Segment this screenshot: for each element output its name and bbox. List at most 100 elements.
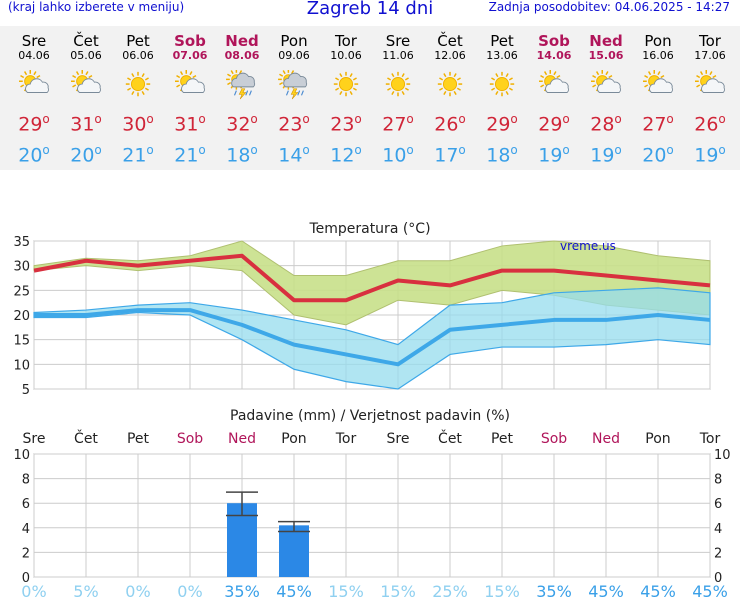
temp-y-tick: 30 — [13, 260, 30, 275]
day-date: 08.06 — [224, 49, 260, 62]
min-temp: 20o — [70, 143, 102, 167]
day-date: 11.06 — [382, 49, 414, 62]
page-title: Zagreb 14 dni — [306, 0, 434, 19]
day-name: Pon — [644, 32, 672, 50]
max-temp: 31o — [70, 112, 102, 136]
sun-cloud-icon — [695, 70, 725, 93]
precip-y-tick-left: 4 — [22, 522, 30, 537]
day-date: 05.06 — [70, 49, 102, 62]
day-column: Pet 06.06 30o 21o — [112, 26, 164, 167]
max-temp: 29o — [18, 112, 50, 136]
max-temp: 29o — [486, 112, 518, 136]
sun-cloud-icon — [643, 70, 673, 93]
sun-cloud-icon — [71, 70, 101, 93]
precip-x-tick: Tor — [699, 431, 721, 447]
precip-chart-title: Padavine (mm) / Verjetnost padavin (%) — [230, 408, 510, 424]
precip-x-tick: Sob — [541, 431, 567, 447]
max-temp: 28o — [590, 112, 622, 136]
daily-forecast-strip: Sre 04.06 29o 20o Čet 05.06 31o 20o Pet 06.06 30… — [0, 26, 740, 170]
temp-y-tick: 10 — [13, 358, 30, 373]
sun-icon — [125, 71, 151, 97]
sun-cloud-icon — [19, 70, 49, 93]
max-temp: 32o — [226, 112, 258, 136]
min-temp: 21o — [122, 143, 154, 167]
min-temp-line — [34, 308, 711, 367]
min-temp: 19o — [590, 143, 622, 167]
precip-x-tick: Čet — [438, 429, 462, 447]
precip-y-tick-right: 2 — [714, 546, 722, 561]
min-temp: 20o — [18, 143, 50, 167]
precip-probability: 45% — [588, 582, 624, 600]
min-temp: 10o — [382, 143, 414, 167]
precip-probability: 45% — [640, 582, 676, 600]
precip-x-tick: Ned — [592, 431, 620, 447]
precip-y-tick-right: 0 — [714, 571, 722, 586]
sun-icon — [437, 71, 463, 97]
precip-y-tick-right: 8 — [714, 473, 722, 488]
precip-plot-area — [33, 453, 711, 578]
precip-y-tick-left: 2 — [22, 546, 30, 561]
day-date: 06.06 — [122, 49, 154, 62]
precip-x-tick: Sre — [23, 431, 46, 447]
precip-probability: 0% — [125, 582, 150, 600]
day-name: Sre — [21, 32, 47, 50]
max-temp: 31o — [174, 112, 206, 136]
day-date: 15.06 — [588, 49, 624, 62]
precip-probability: 15% — [380, 582, 416, 600]
temp-y-tick: 5 — [22, 383, 30, 398]
day-column: Ned 15.06 28o 19o — [580, 26, 632, 167]
day-name: Ned — [589, 32, 623, 50]
precip-probability: 5% — [73, 582, 98, 600]
precip-probability: 0% — [177, 582, 202, 600]
day-date: 10.06 — [330, 49, 362, 62]
min-temp: 18o — [486, 143, 518, 167]
day-date: 07.06 — [172, 49, 208, 62]
temperature-chart-title: Temperatura (°C) — [308, 221, 430, 237]
day-name: Sob — [538, 32, 570, 50]
day-name: Pet — [490, 32, 514, 50]
watermark: vreme.us — [560, 239, 616, 253]
day-column: Pon 16.06 27o 20o — [632, 26, 684, 167]
day-column: Pon 09.06 23o 14o — [268, 26, 320, 167]
precip-x-tick: Ned — [228, 431, 256, 447]
precip-probability: 45% — [692, 582, 728, 600]
day-column: Sob 14.06 29o 19o — [528, 26, 580, 167]
day-column: Tor 17.06 26o 19o — [684, 26, 736, 167]
temp-y-tick: 20 — [13, 309, 30, 324]
day-column: Ned 08.06 32o 18o — [216, 26, 268, 167]
day-name: Tor — [335, 32, 357, 50]
temp-y-tick: 25 — [13, 284, 30, 299]
precip-x-tick: Pet — [127, 431, 150, 447]
min-temp: 12o — [330, 143, 362, 167]
precip-probability: 35% — [536, 582, 572, 600]
precip-y-tick-left: 0 — [22, 571, 30, 586]
precip-probability: 25% — [432, 582, 468, 600]
min-temp: 19o — [694, 143, 726, 167]
max-temp: 27o — [382, 112, 414, 136]
precip-y-tick-right: 4 — [714, 522, 722, 537]
max-temp: 26o — [694, 112, 726, 136]
min-temp: 21o — [174, 143, 206, 167]
sun-cloud-icon — [591, 70, 621, 93]
sun-cloud-icon — [539, 70, 569, 93]
min-temp: 14o — [278, 143, 310, 167]
day-column: Sob 07.06 31o 21o — [164, 26, 216, 167]
max-temp-line — [33, 253, 711, 303]
day-date: 14.06 — [536, 49, 572, 62]
precip-probability: 35% — [224, 582, 260, 600]
max-temp: 27o — [642, 112, 674, 136]
precip-x-tick: Pon — [645, 431, 670, 447]
location-hint: (kraj lahko izberete v meniju) — [8, 0, 185, 14]
precip-bar — [279, 525, 309, 577]
precip-probability: 45% — [276, 582, 312, 600]
day-column: Čet 12.06 26o 17o — [424, 26, 476, 167]
day-name: Sob — [174, 32, 206, 50]
day-column: Sre 11.06 27o 10o — [372, 26, 424, 167]
day-date: 12.06 — [434, 49, 466, 62]
min-temp: 18o — [226, 143, 258, 167]
sun-icon — [489, 71, 515, 97]
day-date: 09.06 — [278, 49, 310, 62]
precip-x-tick: Sob — [177, 431, 203, 447]
day-name: Tor — [699, 32, 721, 50]
